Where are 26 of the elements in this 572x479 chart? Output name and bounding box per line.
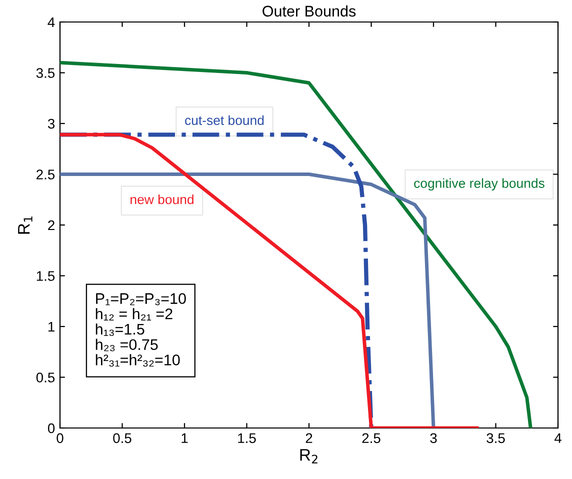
series-label: cut-set bound [185,115,264,126]
y-tick-label: 2.5 [36,170,55,180]
x-tick-label: 1 [182,433,188,443]
chart-title: Outer Bounds [262,5,356,17]
x-tick-label: 1.5 [238,433,256,444]
y-tick-label: 0 [48,423,55,434]
y-tick-label: 2 [48,220,54,230]
y-tick-label: 1 [48,322,54,332]
y-tick-label: 3.5 [36,68,55,78]
y-tick-label: 4 [48,17,55,28]
x-tick-label: 2 [306,433,312,443]
y-tick-label: 3 [48,118,55,129]
y-axis-title: R$_{1}$ [18,216,32,234]
series-label: cognitive relay bounds [414,178,544,191]
series-label: new bound [130,194,194,204]
x-tick-label: 0 [56,433,64,444]
annotation: P₁=P₂=P₃=10 h₁₂ = h₂₁ =2 h₁₃=1.5 h₂₃ =0.75 h²₃₁=h²₃₂=10 [96,293,186,367]
x-axis-title: R$_{2}$ [300,449,318,464]
x-tick-label: 3 [430,433,437,444]
y-tick-label: 0.5 [36,372,55,382]
x-tick-label: 3.5 [486,433,505,444]
x-tick-label: 4 [554,433,562,443]
y-tick-label: 1.5 [36,271,55,281]
line-series [60,132,374,428]
x-tick-label: 2.5 [362,433,380,444]
x-tick-label: 0.5 [113,433,132,444]
